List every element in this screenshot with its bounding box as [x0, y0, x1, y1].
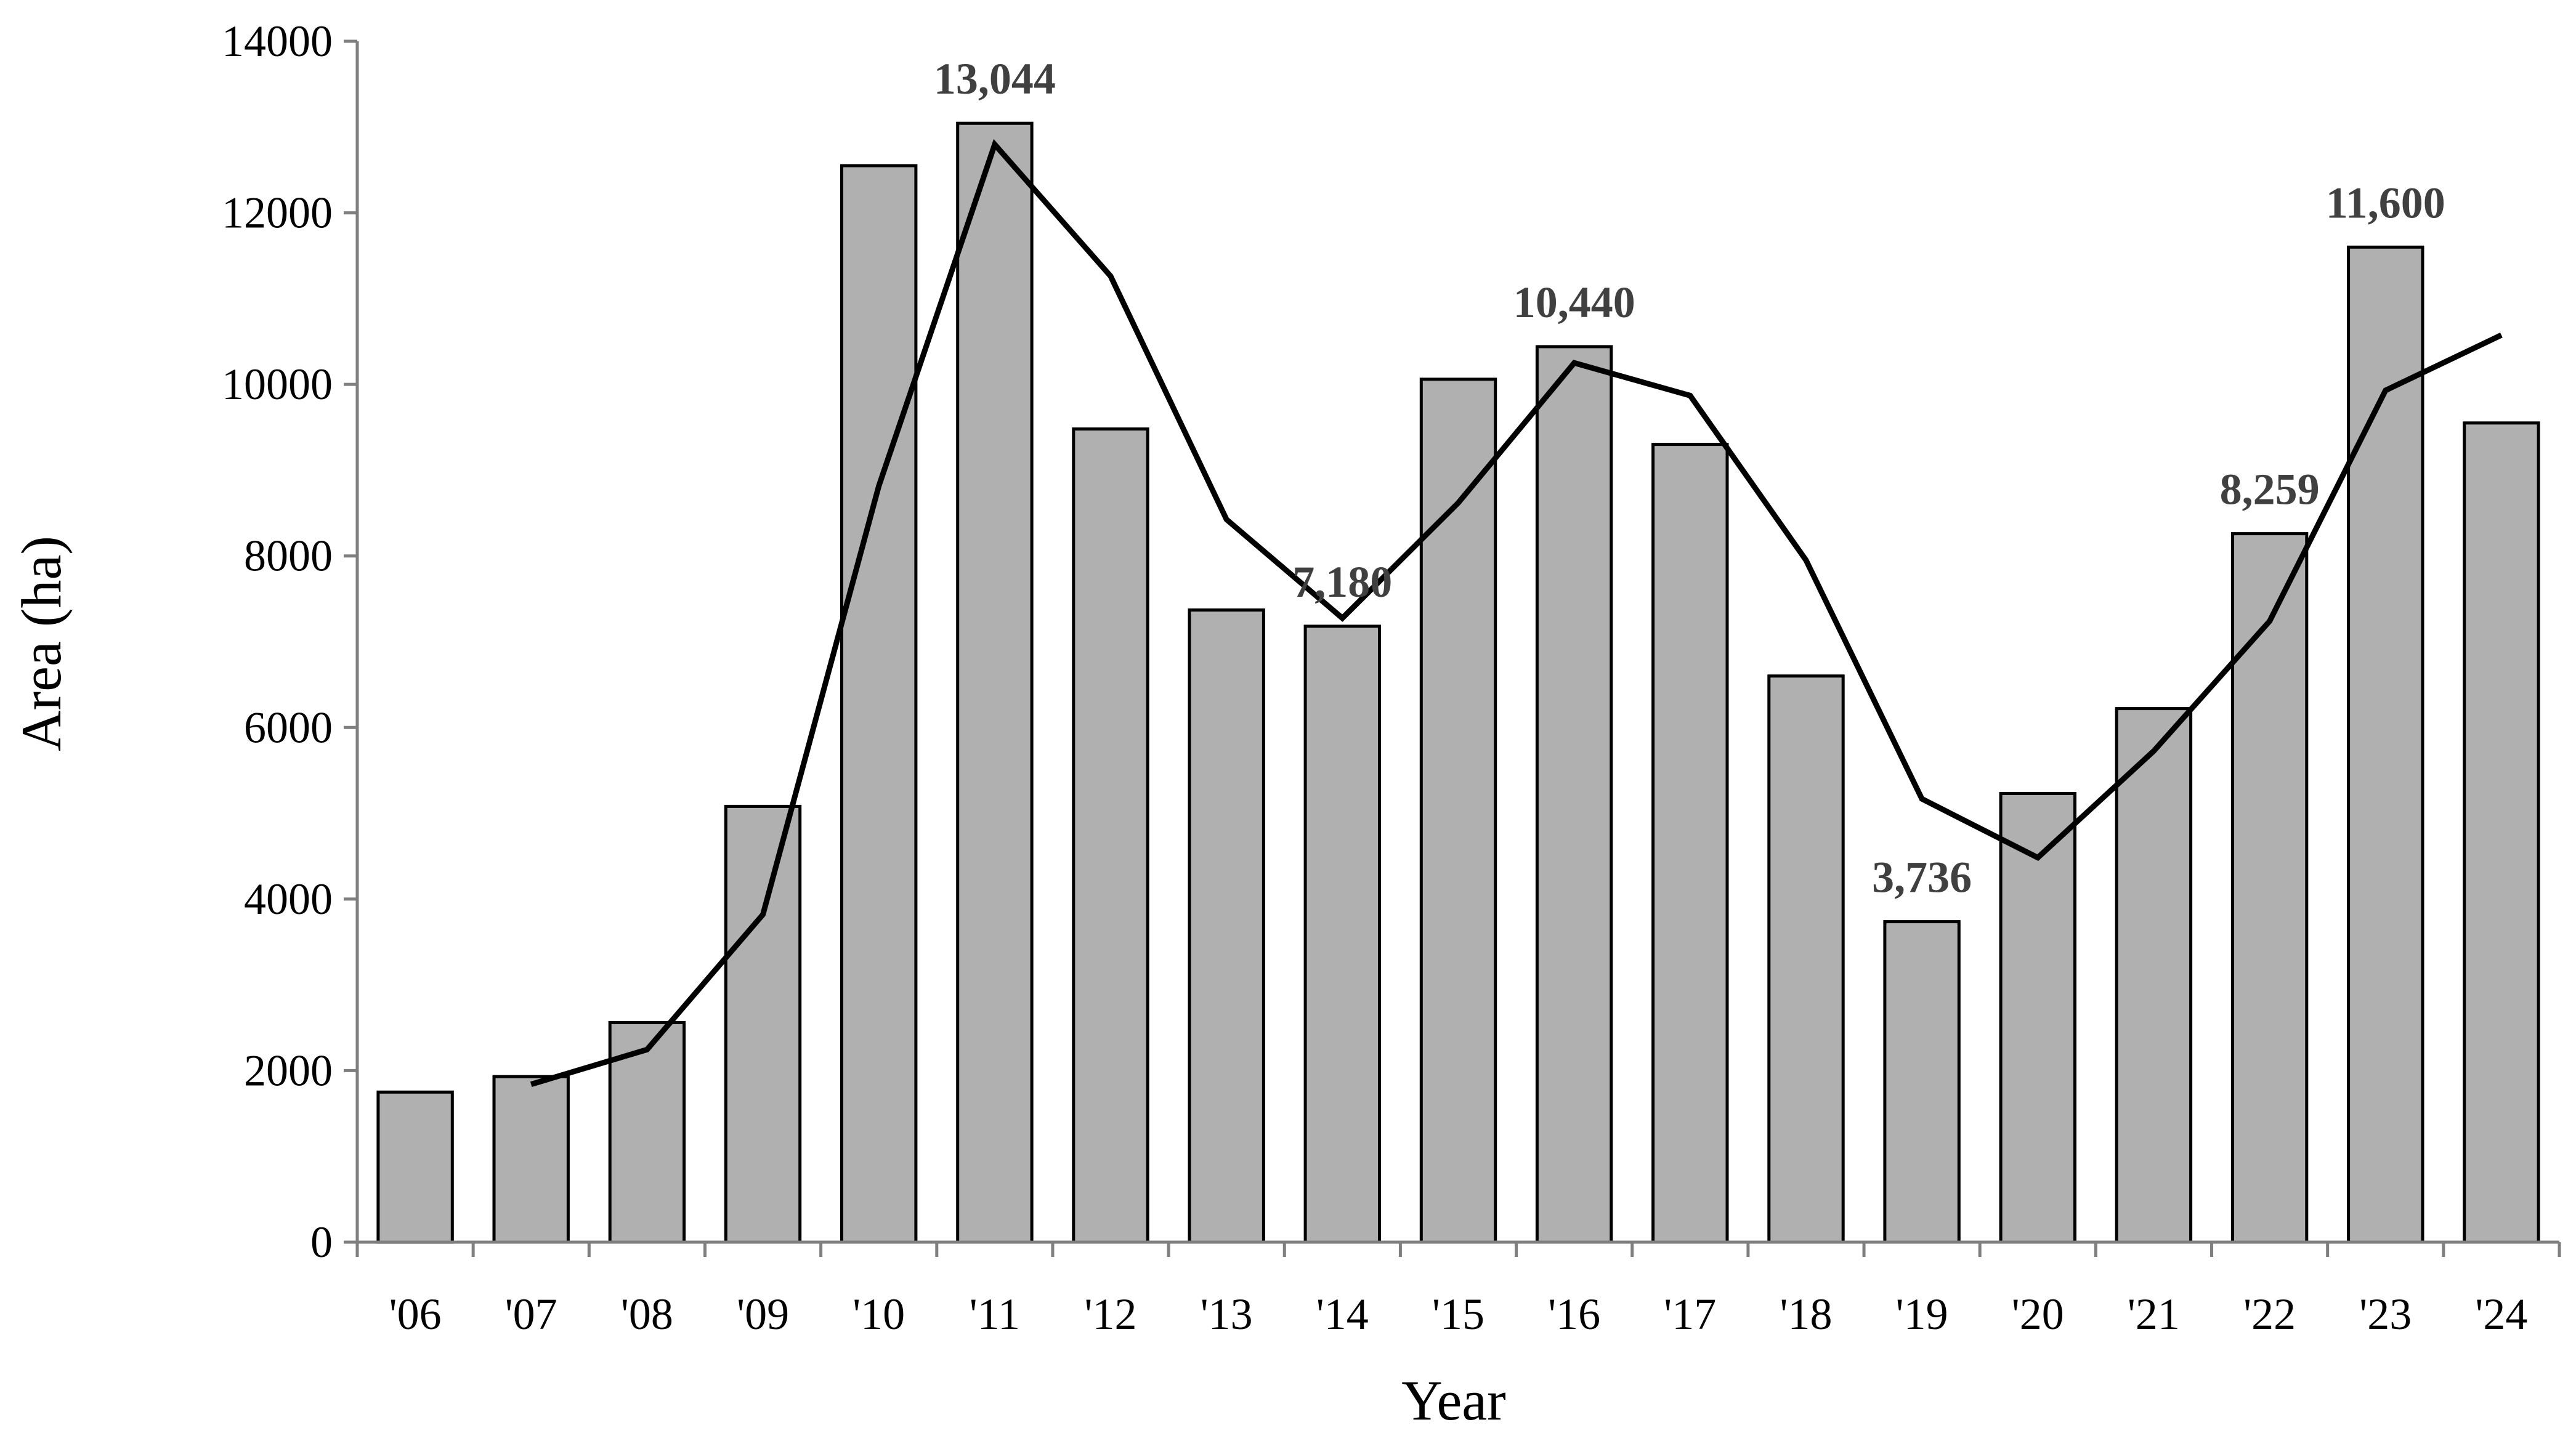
data-label-5: 11,600 [2326, 178, 2445, 227]
bar-18 [2463, 421, 2540, 1244]
x-tick-label-16: '22 [2243, 1290, 2296, 1339]
bar-0 [376, 1090, 454, 1244]
x-tick-label-3: '09 [737, 1290, 789, 1339]
trend-line [530, 139, 2503, 1088]
bar-10 [1535, 345, 1613, 1244]
bar-4 [840, 164, 918, 1244]
bar-17 [2347, 245, 2424, 1244]
x-tick-label-11: '17 [1664, 1290, 1716, 1339]
data-label-4: 8,259 [2220, 465, 2320, 514]
bar-15 [2115, 707, 2193, 1244]
x-tick-label-10: '16 [1548, 1290, 1600, 1339]
x-tick-label-6: '12 [1085, 1290, 1137, 1339]
x-tick-label-4: '10 [853, 1290, 905, 1339]
x-tick-label-0: '06 [389, 1290, 442, 1339]
bar-6 [1072, 427, 1149, 1244]
bar-11 [1651, 443, 1729, 1244]
y-tick-label-2: 4000 [244, 875, 333, 924]
bar-16 [2230, 532, 2309, 1244]
data-label-2: 10,440 [1513, 278, 1635, 327]
x-tick-label-8: '14 [1316, 1290, 1369, 1339]
y-tick-label-4: 8000 [244, 531, 333, 581]
x-tick-label-12: '18 [1780, 1290, 1833, 1339]
x-tick-label-1: '07 [505, 1290, 557, 1339]
bar-8 [1303, 624, 1382, 1244]
bar-7 [1188, 608, 1265, 1244]
x-tick-label-14: '20 [2012, 1290, 2064, 1339]
trend-line-layer [530, 139, 2503, 1088]
bar-14 [1999, 792, 2077, 1244]
y-tick-label-1: 2000 [244, 1046, 333, 1095]
data-labels-layer: 13,044 7,180 10,440 3,736 8,259 11,600 [934, 54, 2445, 902]
x-tick-label-18: '24 [2475, 1290, 2527, 1339]
data-label-0: 13,044 [934, 54, 1056, 103]
x-tick-label-13: '19 [1896, 1290, 1948, 1339]
bars-layer [376, 121, 2540, 1244]
y-axis-title: Area (ha) [10, 536, 73, 751]
bar-5 [956, 121, 1034, 1244]
x-tick-label-9: '15 [1432, 1290, 1484, 1339]
bar-13 [1883, 920, 1961, 1244]
y-tick-label-7: 14000 [222, 17, 333, 66]
data-label-1: 7,180 [1292, 557, 1392, 607]
x-tick-label-2: '08 [621, 1290, 673, 1339]
data-label-3: 3,736 [1872, 853, 1972, 902]
x-tick-label-17: '23 [2359, 1290, 2412, 1339]
y-tick-label-0: 0 [310, 1218, 333, 1267]
y-tick-label-3: 6000 [244, 703, 333, 752]
bar-3 [724, 804, 802, 1244]
x-tick-label-7: '13 [1201, 1290, 1253, 1339]
axes-layer: 0 2000 4000 6000 8000 10000 12000 14000 '06 '07 '0… [222, 17, 2561, 1339]
bar-1 [492, 1075, 570, 1244]
bar-12 [1767, 674, 1845, 1244]
x-tick-label-15: '21 [2128, 1290, 2180, 1339]
x-tick-label-5: '11 [970, 1290, 1020, 1339]
bar-9 [1419, 378, 1497, 1244]
x-axis-title: Year [1401, 1369, 1506, 1430]
y-tick-label-5: 10000 [222, 360, 333, 409]
y-tick-label-6: 12000 [222, 188, 333, 238]
